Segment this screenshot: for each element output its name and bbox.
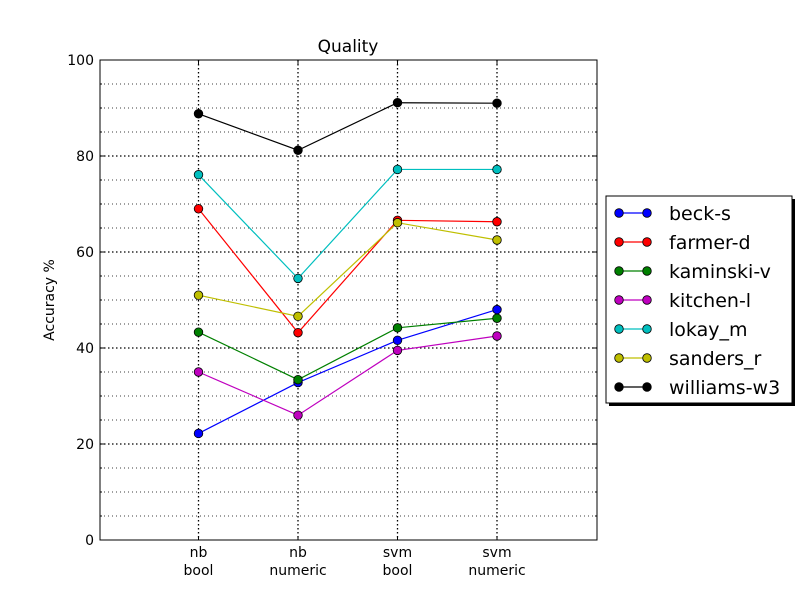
- legend: beck-s farmer-d kaminski-v kitchen-l lokay_m…: [605, 195, 795, 406]
- legend-entry: farmer-d: [614, 232, 751, 254]
- legend-entry: kitchen-l: [614, 290, 751, 312]
- series-kitchen-l: [193, 331, 502, 420]
- y-tick-label: 60: [76, 245, 94, 261]
- series-line: [198, 309, 498, 434]
- x-tick-label: numeric: [468, 563, 525, 579]
- data-point: [193, 204, 204, 214]
- legend-label: kaminski-v: [669, 261, 771, 283]
- series-beck-s: [193, 304, 502, 439]
- legend-marker: [614, 324, 624, 334]
- data-point: [193, 109, 204, 119]
- data-point: [392, 335, 403, 346]
- x-tick-label: bool: [383, 563, 413, 579]
- data-point: [492, 217, 502, 227]
- legend-marker: [642, 295, 652, 305]
- series-line: [198, 335, 498, 416]
- series-line: [198, 102, 498, 151]
- y-tick-label: 80: [76, 149, 94, 165]
- x-tick-label: svm: [482, 545, 511, 561]
- legend-marker: [614, 295, 624, 305]
- x-tick-label: bool: [184, 563, 214, 579]
- x-tick-labels: nb bool nb numeric svm bool svm numeric: [184, 545, 526, 579]
- x-tick-label: nb: [190, 545, 208, 561]
- legend-marker: [642, 382, 652, 392]
- legend-entry: lokay_m: [614, 319, 747, 341]
- series-line: [198, 222, 498, 317]
- data-point: [392, 164, 403, 175]
- axis-ticks: [100, 59, 597, 541]
- series-sanders_r: [193, 218, 502, 322]
- legend-marker: [614, 353, 624, 363]
- legend-marker: [642, 266, 652, 276]
- y-tick-labels: 0 20 40 60 80 100: [67, 53, 94, 549]
- data-point: [293, 410, 303, 420]
- legend-label: sanders_r: [669, 348, 762, 370]
- legend-marker: [614, 266, 624, 276]
- data-point: [392, 98, 403, 108]
- data-point: [193, 170, 204, 180]
- data-point: [193, 428, 204, 439]
- legend-label: kitchen-l: [669, 290, 751, 312]
- series-williams-w3: [193, 98, 502, 155]
- legend-label: beck-s: [669, 203, 731, 225]
- series-line: [198, 168, 497, 280]
- legend-label: williams-w3: [669, 377, 780, 399]
- x-tick-label: numeric: [269, 563, 326, 579]
- data-point: [492, 164, 502, 175]
- legend-marker: [642, 208, 652, 218]
- data-point: [193, 367, 204, 377]
- x-tick-label: svm: [383, 545, 412, 561]
- legend-entry: beck-s: [614, 203, 731, 225]
- data-point: [193, 290, 204, 300]
- y-tick-label: 20: [76, 437, 94, 453]
- y-tick-label: 40: [76, 341, 94, 357]
- data-point: [392, 345, 403, 356]
- y-tick-label: 0: [85, 533, 94, 549]
- legend-marker: [614, 208, 624, 218]
- data-point: [293, 374, 303, 385]
- y-axis-label: Accuracy %: [42, 259, 58, 341]
- data-point: [293, 311, 303, 322]
- series-layer: [193, 98, 502, 439]
- legend-label: lokay_m: [669, 319, 747, 341]
- series-kaminski-v: [193, 313, 502, 385]
- data-point: [293, 273, 303, 284]
- legend-marker: [642, 353, 652, 363]
- legend-marker: [614, 382, 624, 392]
- legend-marker: [642, 324, 652, 334]
- data-point: [492, 304, 502, 315]
- data-point: [193, 327, 204, 337]
- data-point: [293, 327, 303, 338]
- legend-entry: kaminski-v: [614, 261, 771, 283]
- data-point: [492, 313, 502, 323]
- y-tick-label: 100: [67, 53, 94, 69]
- grid-lines: [100, 60, 597, 540]
- data-point: [293, 145, 303, 155]
- series-lokay_m: [193, 164, 502, 284]
- data-point: [492, 98, 502, 108]
- legend-entry: williams-w3: [614, 377, 780, 399]
- x-tick-label: nb: [289, 545, 307, 561]
- legend-label: farmer-d: [669, 232, 751, 254]
- legend-marker: [642, 237, 652, 247]
- series-line: [198, 208, 498, 334]
- chart-title: Quality: [318, 37, 379, 57]
- data-point: [492, 331, 502, 341]
- series-line: [198, 317, 498, 381]
- legend-items: beck-s farmer-d kaminski-v kitchen-l lokay_m…: [614, 203, 780, 399]
- data-point: [392, 323, 403, 333]
- legend-marker: [614, 237, 624, 247]
- data-point: [392, 218, 403, 228]
- legend-entry: sanders_r: [614, 348, 762, 370]
- data-point: [492, 235, 502, 245]
